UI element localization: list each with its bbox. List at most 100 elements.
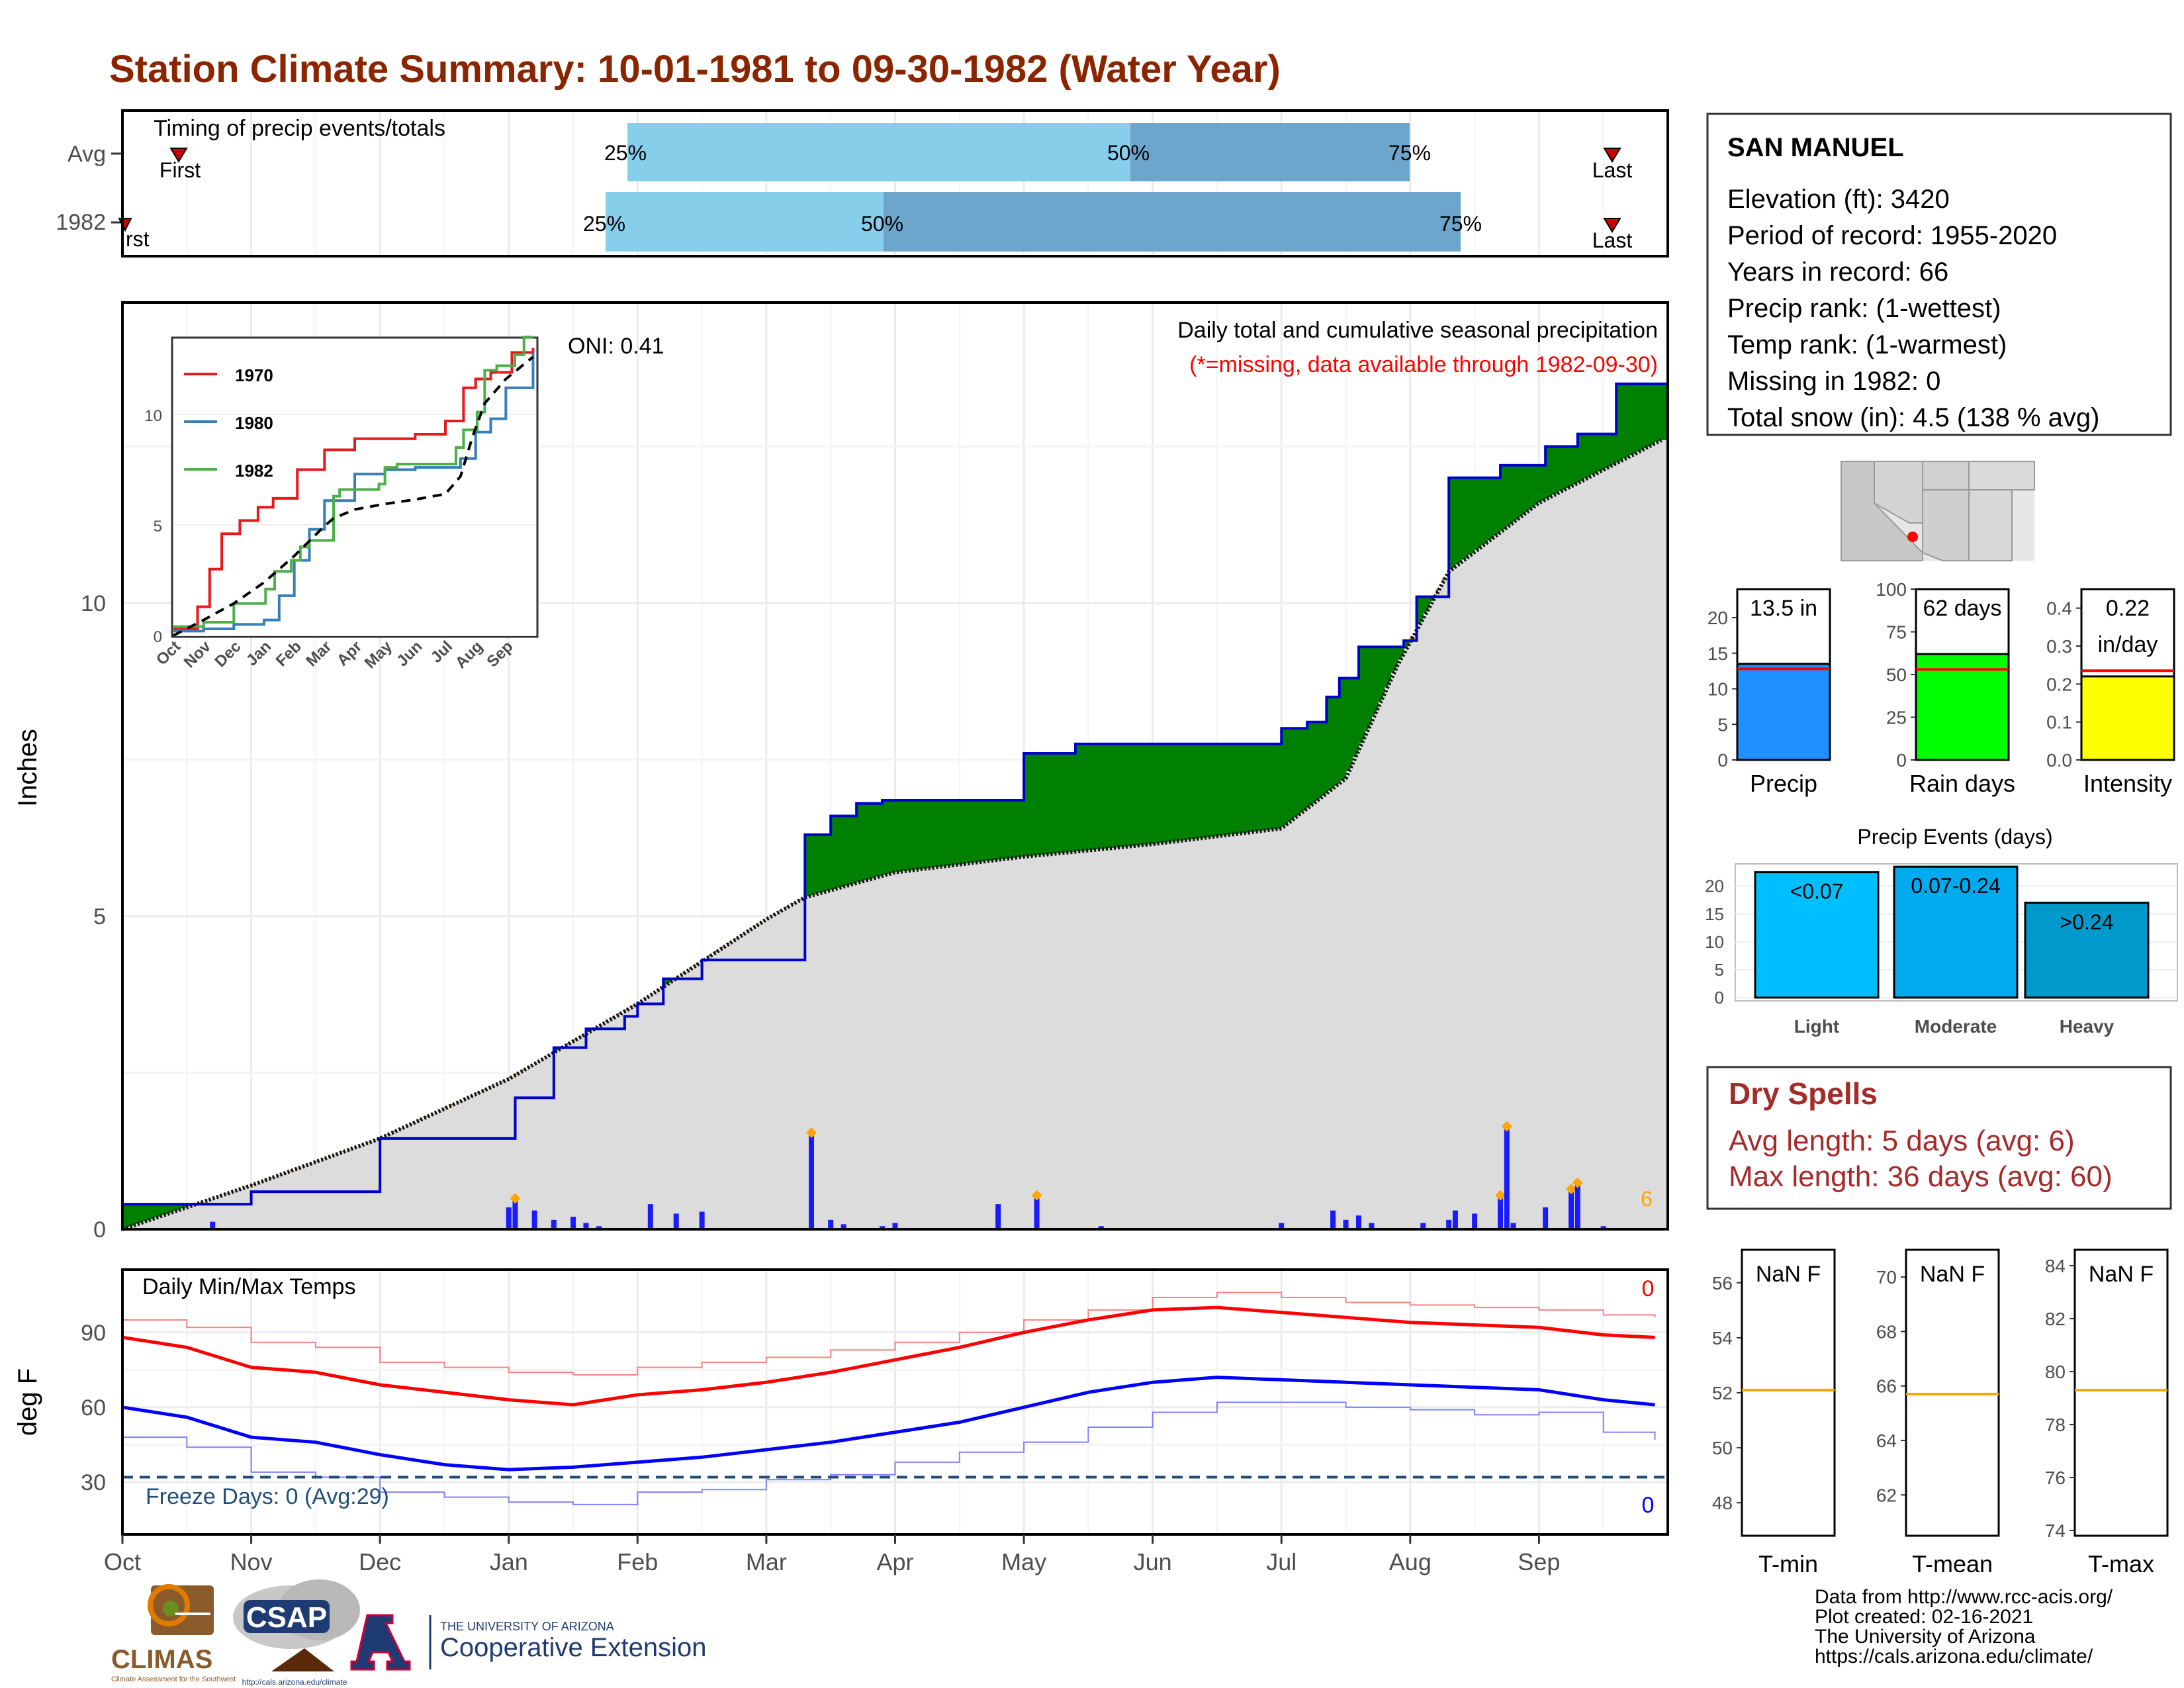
anomaly-fill: [1590, 434, 1598, 475]
hot-days-count: 0: [1642, 1276, 1655, 1301]
anomaly-fill: [1359, 647, 1366, 743]
anomaly-fill: [1500, 465, 1508, 530]
page-title: Station Climate Summary: 10-01-1981 to 0…: [109, 48, 1281, 91]
temp-ytick-90: 90: [81, 1321, 106, 1346]
summary-tick-label: 0.4: [2046, 598, 2072, 619]
anomaly-fill: [1423, 596, 1430, 613]
temp-gridlines: [121, 1270, 1669, 1534]
temp-summary-tick-label: 48: [1712, 1493, 1733, 1513]
summary-tick-label: 0.0: [2046, 750, 2072, 771]
state-shape-ut: [1922, 461, 1970, 491]
anomaly-fill: [1345, 678, 1353, 772]
anomaly-fill: [1513, 465, 1520, 520]
summary-tick-label: 100: [1876, 579, 1907, 600]
observed-tmin-line: [122, 1401, 1656, 1505]
anomaly-fill: [850, 816, 857, 884]
anomaly-fill: [1210, 743, 1218, 837]
timing-avg-bar-50-75: [1130, 123, 1410, 181]
summary-label: Intensity: [2083, 770, 2172, 797]
daily-precip-bar: [1498, 1197, 1504, 1229]
anomaly-fill: [154, 1204, 161, 1217]
month-label: Jan: [490, 1548, 528, 1575]
anomaly-fill: [1494, 477, 1501, 535]
anomaly-fill: [1062, 753, 1069, 853]
anomaly-fill: [1011, 800, 1018, 858]
anomaly-fill: [882, 800, 889, 875]
anomaly-fill: [1133, 743, 1140, 846]
timing-1982-25-label: 25%: [583, 212, 625, 236]
temp-summary-tick-label: 76: [2045, 1468, 2066, 1488]
timing-row-avg: Avg: [68, 142, 106, 167]
daily-precip-bar: [1098, 1226, 1104, 1229]
temp-panel: Daily Min/Max Temps Freeze Days: 0 (Avg:…: [13, 1268, 1669, 1575]
temp-summary-value: NaN F: [2089, 1262, 2154, 1287]
temp-summary-tick-label: 84: [2045, 1256, 2066, 1276]
timing-1982-75-label: 75%: [1439, 212, 1482, 236]
inset-legend-1980: 1980: [235, 413, 273, 433]
anomaly-fill: [966, 800, 973, 864]
anomaly-fill: [1551, 446, 1559, 495]
month-axis-labels: Oct Nov Dec Jan Feb Mar Apr May Jun Jul Aug Sep: [104, 1534, 1560, 1575]
anomaly-fill: [1300, 728, 1308, 812]
anomaly-fill: [1661, 383, 1668, 441]
temp-summary-tick-label: 68: [1876, 1321, 1897, 1342]
temp-ytick-60: 60: [81, 1395, 106, 1421]
daily-precip-bar: [880, 1226, 886, 1229]
month-label: Mar: [746, 1548, 787, 1575]
timing-avg-75-label: 75%: [1388, 141, 1431, 165]
month-label: Apr: [876, 1548, 913, 1575]
csap-url: http://cals.arizona.edu/climate: [242, 1677, 347, 1687]
anomaly-fill: [901, 800, 909, 872]
timing-avg-50-label: 50%: [1107, 141, 1150, 165]
daily-precip-bar: [1510, 1223, 1516, 1229]
inset-series-line: [173, 336, 533, 628]
timing-avg-bar-25-50: [627, 123, 1130, 181]
daily-precip-bar: [551, 1219, 557, 1229]
anomaly-fill: [959, 800, 967, 865]
event-range-label: >0.24: [2060, 910, 2114, 934]
anomaly-fill: [1178, 743, 1185, 841]
temp-summary-value: NaN F: [1920, 1262, 1985, 1287]
anomaly-fill: [1629, 383, 1636, 455]
anomaly-fill: [1622, 383, 1630, 459]
daily-precip-bar: [1472, 1213, 1478, 1229]
event-bar: [2024, 902, 2150, 999]
station-snow: Total snow (in): 4.5 (138 % avg): [1727, 403, 2099, 432]
summary-label: Rain days: [1909, 770, 2015, 797]
timing-1982-last-marker: [1603, 218, 1621, 233]
station-info-box: SAN MANUEL Elevation (ft): 3420 Period o…: [1706, 113, 2172, 436]
anomaly-fill: [1126, 743, 1134, 847]
anomaly-fill: [862, 803, 870, 880]
summary-tick-label: 0.1: [2046, 712, 2072, 733]
anomaly-fill: [1468, 477, 1475, 555]
timing-avg-last-marker: [1603, 148, 1621, 163]
daily-precip-bar: [512, 1201, 518, 1229]
anomaly-fill: [1333, 696, 1340, 786]
anomaly-fill: [1603, 434, 1611, 469]
temp-title: Daily Min/Max Temps: [142, 1274, 355, 1299]
anomaly-fill: [1565, 446, 1572, 489]
climas-logo: CLIMAS Climate Assessment for the Southw…: [111, 1584, 236, 1683]
anomaly-fill: [1281, 728, 1289, 826]
precip-ytick-0: 0: [93, 1217, 106, 1243]
anomaly-fill: [663, 978, 670, 985]
anomaly-fill: [1596, 434, 1604, 472]
month-label: Nov: [230, 1548, 273, 1575]
temp-summary-tick-label: 82: [2045, 1309, 2066, 1329]
state-shape-nm: [1968, 489, 2013, 561]
heavy-event-marker: [1495, 1190, 1506, 1201]
anomaly-fill: [869, 803, 876, 879]
daily-precip-bar: [1446, 1219, 1452, 1229]
timing-panel: Timing of precip events/totals Avg 1982 …: [56, 109, 1669, 258]
station-name: SAN MANUEL: [1727, 133, 1904, 162]
state-shape-co: [1968, 461, 2035, 491]
station-temp-rank: Temp rank: (1-warmest): [1727, 330, 2007, 359]
daily-precip-bar: [1330, 1210, 1336, 1229]
anomaly-fill: [1043, 753, 1050, 855]
timing-1982-50-label: 50%: [861, 212, 903, 236]
summary-tick-label: 5: [1717, 714, 1728, 735]
anomaly-fill: [921, 800, 928, 869]
daily-precip-bar: [1574, 1185, 1580, 1229]
events-tick-label: 5: [1715, 960, 1724, 980]
